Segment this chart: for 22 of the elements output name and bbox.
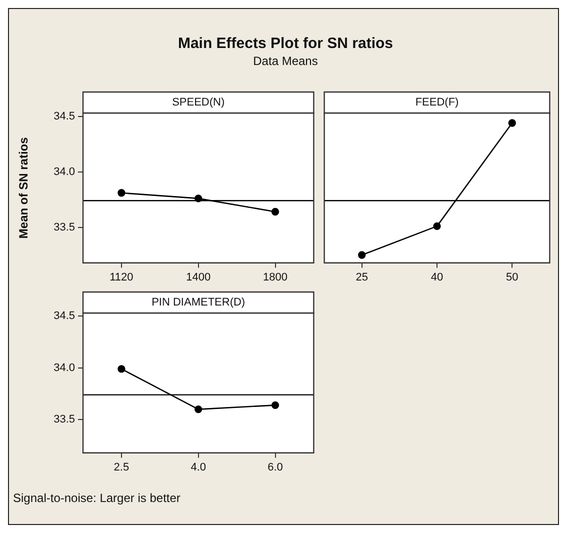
y-tick-label: 33.5 xyxy=(54,414,75,426)
y-tick-label: 33.5 xyxy=(54,221,75,234)
text: Main Effects Plot for SN ratios xyxy=(176,35,394,52)
x-tick-label: 4.0 xyxy=(190,461,206,474)
x-tick-label: 1400 xyxy=(186,271,211,284)
chart-title: FEED(F) xyxy=(415,96,459,109)
y-axis-title: Mean of SN ratios xyxy=(16,136,31,239)
x-tick-label: 40 xyxy=(430,271,444,284)
text: Signal-to-noise: Larger is better xyxy=(13,491,182,505)
x-tick-label: 1120 xyxy=(110,271,134,284)
y-tick-label: 34.5 xyxy=(54,110,75,122)
x-tick-label: 25 xyxy=(356,271,368,284)
x-tick-label: 50 xyxy=(506,271,518,284)
chart-title: PIN DIAMETER(D) xyxy=(152,296,246,309)
x-tick-label: 6.0 xyxy=(268,461,283,474)
x-tick-label: 1800 xyxy=(263,271,288,284)
y-tick-label: 34.0 xyxy=(54,362,75,374)
y-tick-label: 34.0 xyxy=(54,166,75,178)
y-tick-label: 34.5 xyxy=(54,310,75,322)
chart-title: SPEED(N) xyxy=(172,96,225,109)
text: Data Means xyxy=(252,54,319,68)
x-tick-label: 2.5 xyxy=(114,461,130,474)
